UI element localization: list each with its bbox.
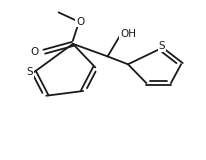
Text: O: O [76, 17, 84, 27]
Text: O: O [30, 47, 38, 57]
Text: S: S [158, 41, 164, 51]
Text: S: S [27, 67, 33, 77]
Text: OH: OH [119, 29, 135, 39]
